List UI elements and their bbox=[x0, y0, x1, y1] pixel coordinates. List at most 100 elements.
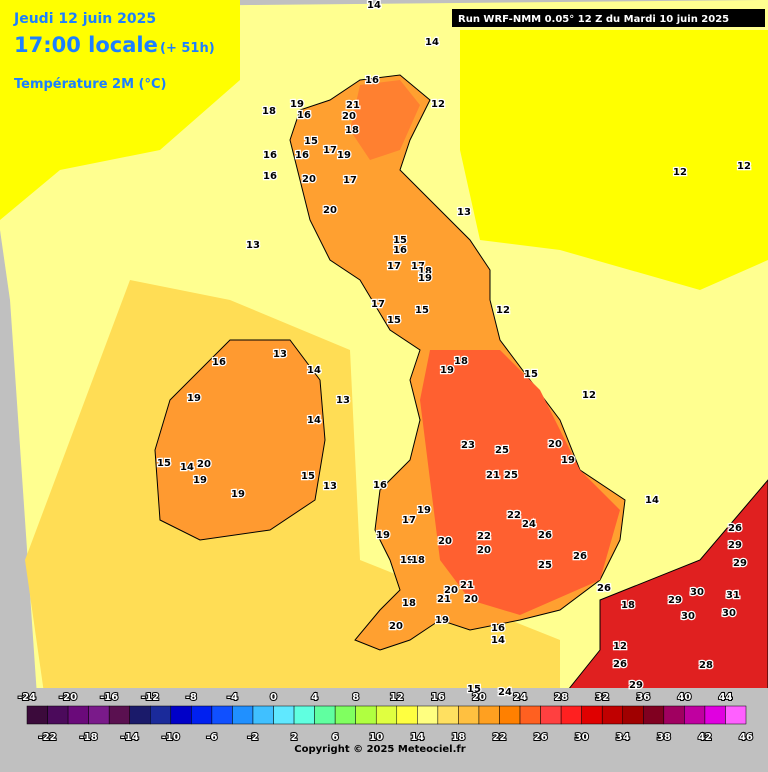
legend-swatch bbox=[375, 705, 398, 725]
temp-label: 20 bbox=[342, 111, 356, 122]
temp-label: 30 bbox=[690, 587, 704, 598]
temp-label: 16 bbox=[373, 480, 387, 491]
temp-label: 18 bbox=[345, 125, 359, 136]
temp-label: 19 bbox=[417, 505, 431, 516]
temp-label: 16 bbox=[297, 110, 311, 121]
legend-swatch bbox=[232, 705, 254, 725]
temp-label: 13 bbox=[457, 207, 471, 218]
legend-swatch bbox=[293, 705, 315, 725]
legend-tick: 42 bbox=[698, 732, 712, 743]
ireland bbox=[154, 339, 326, 541]
time: 17:00 locale bbox=[14, 33, 158, 57]
temp-label: 16 bbox=[393, 245, 407, 256]
legend-swatch bbox=[725, 705, 747, 725]
legend-tick: 34 bbox=[616, 732, 630, 743]
legend-swatch bbox=[643, 705, 665, 725]
temp-label: 12 bbox=[737, 161, 751, 172]
legend-swatch bbox=[560, 705, 582, 725]
legend-swatch bbox=[129, 705, 151, 725]
temp-label: 19 bbox=[561, 455, 575, 466]
legend-tick: 24 bbox=[513, 692, 527, 703]
run: Run WRF-NMM 0.05° 12 Z du Mardi 10 juin … bbox=[458, 14, 729, 25]
temp-label: 14 bbox=[180, 462, 194, 473]
legend-tick: 16 bbox=[431, 692, 445, 703]
temp-label: 18 bbox=[262, 106, 276, 117]
temp-label: 29 bbox=[629, 680, 643, 691]
cold-area bbox=[0, 0, 240, 220]
temp-label: 12 bbox=[496, 305, 510, 316]
temp-label: 13 bbox=[246, 240, 260, 251]
legend-swatch bbox=[150, 705, 172, 725]
legend-swatch bbox=[478, 705, 500, 725]
temp-label: 19 bbox=[440, 365, 454, 376]
temp-label: 18 bbox=[411, 555, 425, 566]
temp-label: 25 bbox=[495, 445, 509, 456]
run-box bbox=[452, 9, 765, 27]
temp-label: 14 bbox=[425, 37, 439, 48]
temp-label: 15 bbox=[393, 235, 407, 246]
temp-label: 12 bbox=[582, 390, 596, 401]
legend-tick: -4 bbox=[227, 692, 238, 703]
temp-label: 21 bbox=[460, 580, 474, 591]
temp-label: 31 bbox=[726, 590, 740, 601]
temp-label: 29 bbox=[728, 540, 742, 551]
legend-swatch bbox=[273, 705, 295, 725]
temp-label: 18 bbox=[418, 266, 432, 277]
legend-swatch bbox=[581, 705, 603, 725]
legend-tick: 26 bbox=[534, 732, 548, 743]
temp-label: 30 bbox=[722, 608, 736, 619]
legend-swatch bbox=[334, 705, 356, 725]
legend-swatch bbox=[108, 705, 130, 725]
legend-tick: 28 bbox=[554, 692, 568, 703]
legend-swatch bbox=[622, 705, 644, 725]
legend-swatch bbox=[437, 705, 459, 725]
temp-label: 17 bbox=[387, 261, 401, 272]
temp-label: 12 bbox=[673, 167, 687, 178]
legend-tick: -14 bbox=[121, 732, 139, 743]
legend-tick: 14 bbox=[410, 732, 424, 743]
legend-swatch bbox=[519, 705, 541, 725]
temp-label: 17 bbox=[323, 145, 337, 156]
legend-tick: -18 bbox=[80, 732, 98, 743]
temp-label: 20 bbox=[477, 545, 491, 556]
date: Jeudi 12 juin 2025 bbox=[13, 11, 156, 27]
legend-swatch bbox=[458, 705, 480, 725]
temp-label: 14 bbox=[491, 635, 505, 646]
temp-label: 29 bbox=[668, 595, 682, 606]
legend-tick: 32 bbox=[595, 692, 609, 703]
legend-swatch bbox=[417, 705, 439, 725]
legend-tick: -16 bbox=[100, 692, 118, 703]
legend-swatch bbox=[540, 705, 562, 725]
temp-label: 13 bbox=[336, 395, 350, 406]
temp-label: 14 bbox=[307, 415, 321, 426]
legend-swatch bbox=[67, 705, 89, 725]
temp-label: 14 bbox=[307, 365, 321, 376]
temp-label: 26 bbox=[538, 530, 552, 541]
legend-tick: -12 bbox=[141, 692, 159, 703]
temp-label: 17 bbox=[411, 261, 425, 272]
temp-label: 20 bbox=[548, 439, 562, 450]
temp-label: 20 bbox=[438, 536, 452, 547]
legend-tick: 36 bbox=[636, 692, 650, 703]
temp-label: 20 bbox=[444, 585, 458, 596]
legend-swatch bbox=[211, 705, 233, 725]
temp-label: 19 bbox=[290, 99, 304, 110]
legend-tick: 22 bbox=[493, 732, 507, 743]
temp-label: 28 bbox=[699, 660, 713, 671]
temp-label: 19 bbox=[337, 150, 351, 161]
legend-tick: 12 bbox=[390, 692, 404, 703]
temp-label: 13 bbox=[273, 349, 287, 360]
temp-label: 19 bbox=[400, 555, 414, 566]
temp-label: 20 bbox=[464, 594, 478, 605]
temp-label: 30 bbox=[681, 611, 695, 622]
temp-label: 16 bbox=[491, 623, 505, 634]
temp-label: 22 bbox=[477, 531, 491, 542]
legend-tick: 0 bbox=[270, 692, 277, 703]
temp-label: 25 bbox=[538, 560, 552, 571]
temp-label: 16 bbox=[365, 75, 379, 86]
temp-label: 18 bbox=[621, 600, 635, 611]
temp-label: 26 bbox=[573, 551, 587, 562]
temp-label: 16 bbox=[263, 150, 277, 161]
temp-label: 20 bbox=[302, 174, 316, 185]
